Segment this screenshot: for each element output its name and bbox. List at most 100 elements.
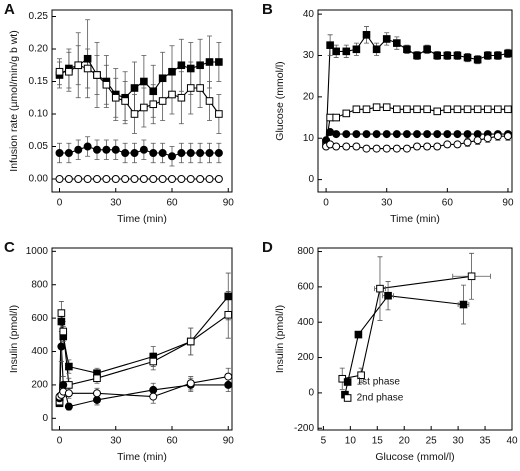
x-axis-title: Time (min)	[117, 451, 167, 463]
data-point	[332, 47, 340, 56]
y-tick-label: 0	[42, 413, 48, 424]
data-point	[111, 175, 120, 183]
data-point	[140, 77, 148, 86]
data-point	[393, 105, 401, 114]
plot-frame	[317, 9, 513, 193]
data-point	[64, 149, 73, 157]
data-point	[362, 31, 371, 39]
data-point	[483, 51, 492, 60]
y-tick-label: 600	[297, 282, 314, 293]
x-tick-label: 15	[372, 436, 384, 447]
panel-label: A	[4, 1, 15, 18]
data-point	[214, 175, 223, 183]
data-point	[483, 134, 492, 143]
data-point	[65, 362, 73, 371]
x-tick-label: 0	[57, 198, 63, 209]
data-point	[503, 132, 512, 141]
data-point	[382, 130, 391, 139]
data-point	[332, 130, 341, 139]
plot-frame	[51, 9, 233, 193]
data-point	[64, 175, 73, 183]
data-point	[473, 55, 482, 64]
data-point	[372, 103, 381, 112]
series-line	[58, 346, 229, 408]
data-point	[433, 142, 442, 151]
data-point	[93, 389, 101, 398]
data-point	[55, 149, 64, 157]
data-point	[342, 47, 351, 56]
data-point	[332, 113, 340, 122]
y-axis-title: Insulin (pmol/l)	[8, 305, 20, 373]
y-tick-label: 200	[297, 352, 314, 363]
data-point	[139, 175, 148, 183]
legend-label: 1st phase	[357, 377, 401, 388]
data-point	[130, 149, 139, 157]
data-point	[224, 380, 233, 389]
data-point	[158, 175, 167, 183]
series-line	[58, 296, 229, 404]
data-point	[453, 51, 462, 60]
data-point	[215, 58, 223, 66]
data-point	[413, 130, 422, 139]
data-point	[102, 80, 111, 89]
data-point	[214, 149, 223, 157]
y-tick-label: 40	[303, 9, 315, 20]
data-point	[177, 149, 186, 157]
data-point	[352, 45, 361, 54]
y-tick-label: 400	[297, 317, 314, 328]
x-tick-label: 0	[323, 198, 329, 209]
series-line	[342, 275, 472, 380]
y-tick-label: 10	[303, 133, 315, 144]
x-axis-title: Glucose (mmol/l)	[375, 451, 454, 463]
data-point	[57, 342, 66, 351]
y-tick-label: 0.25	[29, 11, 49, 22]
data-point	[205, 97, 214, 105]
panel-label: D	[262, 239, 273, 256]
data-point	[93, 395, 101, 404]
data-point	[224, 372, 233, 381]
y-tick-label: 20	[303, 92, 315, 103]
data-point	[372, 144, 381, 153]
data-point	[413, 105, 421, 114]
x-tick-label: 60	[166, 198, 178, 209]
data-point	[413, 142, 422, 151]
data-point	[83, 175, 92, 183]
x-tick-label: 60	[442, 198, 454, 209]
data-point	[423, 45, 431, 54]
y-tick-label: 1000	[26, 246, 49, 257]
data-point	[121, 175, 130, 183]
data-point	[102, 145, 111, 154]
y-tick-label: 400	[31, 346, 48, 357]
data-point	[93, 71, 101, 79]
data-point	[196, 175, 205, 183]
data-point	[354, 330, 363, 339]
data-point	[453, 130, 462, 139]
data-point	[463, 105, 472, 114]
data-point	[149, 149, 158, 157]
data-point	[326, 41, 334, 49]
legend-label: 2nd phase	[357, 393, 404, 404]
data-point	[493, 132, 502, 141]
y-tick-label: 200	[31, 380, 48, 391]
data-point	[362, 130, 371, 139]
data-point	[342, 142, 351, 151]
x-tick-label: 30	[110, 198, 122, 209]
data-point	[205, 149, 214, 157]
panel-label: C	[4, 239, 15, 256]
data-point	[158, 149, 167, 157]
data-point	[168, 152, 176, 161]
y-tick-label: 600	[31, 313, 48, 324]
data-point	[186, 84, 195, 92]
x-tick-label: 35	[479, 436, 491, 447]
data-point	[177, 93, 186, 102]
y-tick-label: 0.05	[29, 141, 49, 152]
data-point	[64, 389, 73, 398]
y-axis-title: Insulin (pmol/l)	[274, 305, 286, 373]
data-point	[158, 97, 167, 105]
data-point	[111, 145, 120, 154]
x-tick-label: 25	[426, 436, 438, 447]
data-point	[121, 149, 130, 157]
data-point	[57, 317, 66, 326]
data-point	[186, 149, 195, 157]
x-tick-label: 10	[345, 436, 357, 447]
